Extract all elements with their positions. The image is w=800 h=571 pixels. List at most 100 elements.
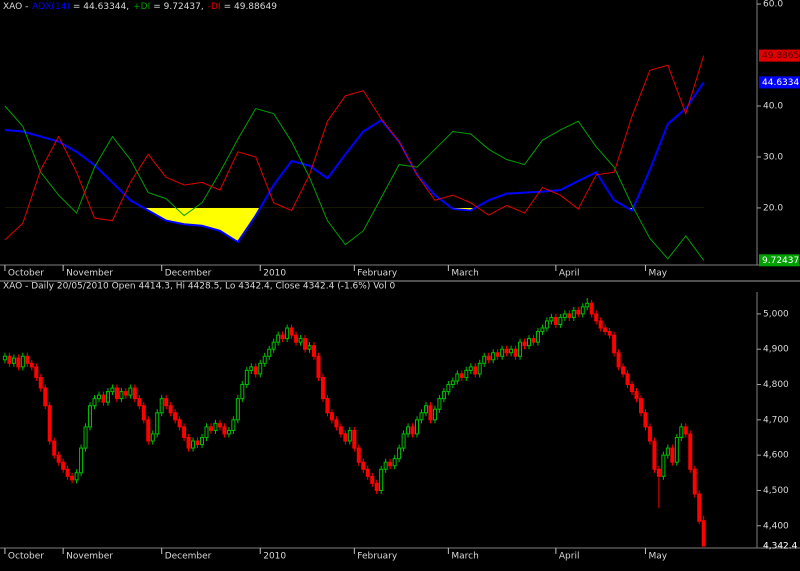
candle-body (598, 320, 603, 329)
candle-body (459, 373, 464, 378)
candle-body (674, 436, 679, 463)
candle-body (509, 348, 514, 354)
y-tick-label: 30.0 (763, 152, 783, 162)
threshold-fill (143, 207, 634, 243)
last-value-box (759, 254, 799, 267)
x-tick-label: May (648, 269, 667, 279)
candle-body (683, 426, 688, 435)
candle-body (679, 426, 684, 438)
candle-body (155, 412, 160, 435)
x-tick-label: October (8, 269, 44, 279)
candle-body (697, 493, 702, 522)
candle-body (504, 348, 509, 354)
candle-body (262, 355, 267, 364)
candle-body (594, 313, 599, 322)
candle-body (334, 419, 339, 428)
legend-name: -DI (208, 2, 221, 12)
candle-body (455, 373, 460, 382)
candle-body (280, 334, 285, 340)
candle-body (105, 391, 110, 403)
candle-body (607, 331, 612, 336)
candle-body (634, 391, 639, 400)
y-tick-label: 4,900 (763, 345, 789, 355)
x-tick-label: 2010 (263, 269, 286, 279)
candle-body (522, 341, 527, 347)
x-tick-label: April (559, 269, 580, 279)
candle-body (2, 355, 7, 361)
y-tick-label: 5,000 (763, 309, 789, 319)
candle-body (486, 355, 491, 361)
candle-body (432, 408, 437, 421)
candle-body (352, 429, 357, 449)
candle-body (630, 384, 635, 393)
candle-body (571, 309, 576, 318)
candle-body (294, 334, 299, 343)
candle-body (316, 355, 321, 378)
candle-body (311, 345, 316, 357)
candle-body (558, 316, 563, 325)
candle-body (298, 338, 303, 343)
candle-body (204, 426, 209, 438)
candle-body (96, 394, 101, 400)
candle-body (491, 352, 496, 361)
candle-body (383, 461, 388, 470)
last-value-label: 44.6334 (762, 78, 799, 88)
candle-body (74, 472, 79, 481)
candle-body (258, 362, 263, 375)
candle-body (16, 357, 21, 368)
x-tick-label: 2010 (263, 552, 286, 562)
candle-body (43, 387, 48, 407)
candle-body (500, 348, 505, 357)
candle-body (473, 366, 478, 375)
candle-body (531, 338, 536, 343)
candle-body (392, 458, 397, 467)
candle-body (527, 338, 532, 347)
y-tick-label: 4,700 (763, 415, 789, 425)
candle-body (182, 426, 187, 438)
candle-body (379, 468, 384, 491)
candle-body (249, 366, 254, 371)
candle-body (110, 387, 115, 393)
candle-body (621, 366, 626, 375)
candle-body (47, 405, 52, 442)
candle-body (513, 348, 518, 357)
candle-body (477, 362, 482, 375)
line-series (4, 105, 705, 261)
candle-body (329, 412, 334, 421)
candle-body (397, 447, 402, 460)
candle-body (213, 422, 218, 431)
candle-body (406, 426, 411, 435)
candle-body (88, 405, 93, 428)
x-tick-label: October (8, 552, 44, 562)
candle-body (535, 331, 540, 343)
candle-body (374, 482, 379, 491)
candle-body (83, 426, 88, 449)
candle-body (200, 436, 205, 446)
candle-body (235, 398, 240, 421)
candle-body (643, 412, 648, 428)
candle-body (365, 468, 370, 477)
candle-body (464, 369, 469, 378)
candle-body (661, 454, 666, 477)
last-value-label: 49.8865 (762, 51, 799, 61)
candle-body (307, 345, 312, 350)
candle-body (692, 468, 697, 495)
candle-body (195, 440, 200, 446)
y-tick-label: 4,500 (763, 486, 789, 496)
candle-body (544, 320, 549, 329)
candle-body (343, 433, 348, 442)
candle-body (79, 447, 84, 474)
y-tick-label: 40.0 (763, 102, 783, 112)
candle-body (92, 398, 97, 407)
candle-body (137, 398, 142, 407)
title-prefix: XAO - (3, 2, 28, 12)
candle-body (589, 302, 594, 315)
candle-body (240, 384, 245, 400)
y-tick-label: 20.0 (763, 203, 783, 213)
candle-body (289, 327, 294, 336)
candle-body (222, 426, 227, 435)
candle-body (410, 426, 415, 435)
